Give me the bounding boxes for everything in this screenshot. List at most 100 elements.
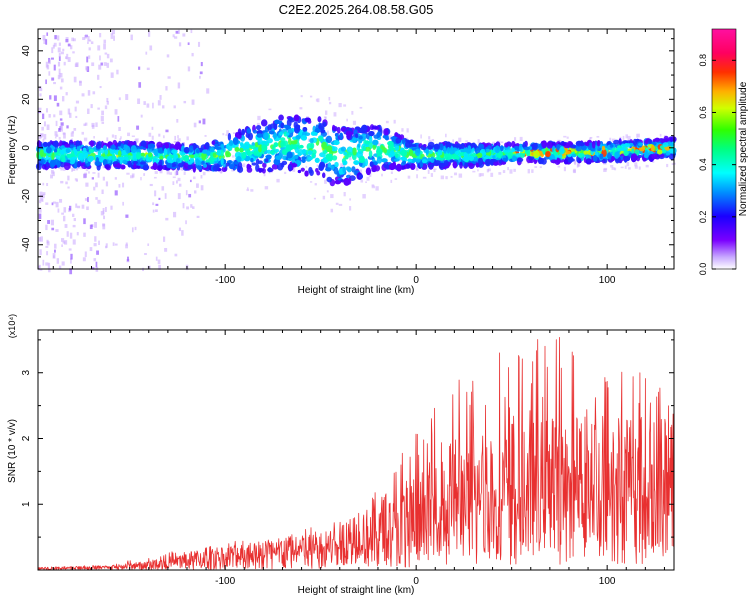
spectrogram-cell <box>56 160 61 168</box>
spectrogram-halo-cell <box>368 164 371 169</box>
spectrogram-cell <box>273 122 278 131</box>
spectrogram-halo-cell <box>165 217 169 221</box>
spectrogram-halo-cell <box>46 182 49 187</box>
spectrogram-cell <box>95 143 102 149</box>
spectrogram-halo-cell <box>158 133 161 137</box>
spectrogram-cell <box>125 145 131 154</box>
spectrogram-cell <box>339 132 344 141</box>
spectrogram-halo-cell <box>111 134 115 138</box>
spectrogram-halo-cell <box>59 110 63 116</box>
spectrogram-halo-cell <box>94 221 97 228</box>
spectrogram-cell <box>276 162 284 171</box>
spectrogram-halo-cell <box>534 166 538 168</box>
spectrogram-halo-cell <box>51 47 54 54</box>
spectrogram-halo-cell <box>92 91 96 95</box>
spectrogram-cell <box>592 154 598 162</box>
spectrogram-cell <box>273 142 279 148</box>
spectrogram-halo-cell <box>88 171 90 174</box>
spectrogram-cell <box>395 163 402 172</box>
spectrogram-halo-cell <box>151 126 154 130</box>
spectrogram-cell <box>333 166 339 175</box>
spectrogram-halo-cell <box>48 59 51 65</box>
spectrogram-halo-cell <box>61 244 63 247</box>
spectrogram-cell <box>314 157 320 163</box>
spectrogram-cell <box>581 145 587 151</box>
spectrogram-halo-cell <box>61 96 65 102</box>
spectrogram-halo-cell <box>106 147 108 151</box>
spectrogram-cell <box>133 163 137 170</box>
spectrogram-cell <box>317 116 322 123</box>
spectrogram-halo-cell <box>54 136 57 139</box>
spectrogram-halo-cell <box>55 134 59 137</box>
spectrogram-cell <box>404 141 411 148</box>
spectrogram-cell <box>73 161 78 169</box>
spectrogram-halo-cell <box>39 195 43 201</box>
colorbar-label: Normalized spectral amplitude <box>738 81 749 216</box>
spectrogram-cell <box>246 128 252 134</box>
spectrogram-halo-cell <box>130 175 134 179</box>
spectrogram-halo-cell <box>57 47 61 53</box>
spectrogram-halo-cell <box>58 68 61 75</box>
spectrogram-halo-cell <box>246 187 249 190</box>
spectrogram-cell <box>215 146 222 150</box>
spectrogram-cell <box>475 162 480 168</box>
spectrogram-cell <box>463 152 469 159</box>
spectrogram-halo-cell <box>359 106 363 109</box>
spectrogram-halo-cell <box>46 251 49 256</box>
spectrogram-cell <box>394 153 399 158</box>
spectrogram-halo-cell <box>166 170 170 175</box>
spectrogram-halo-cell <box>188 193 192 198</box>
spectrogram-halo-cell <box>106 101 109 105</box>
spectrogram-cell <box>295 134 301 140</box>
spectrogram-cell <box>220 144 225 149</box>
spectrogram-halo-cell <box>177 29 180 34</box>
spectrogram-halo-cell <box>58 56 61 61</box>
spectrogram-halo-cell <box>114 109 118 115</box>
spectrogram-cell <box>246 163 251 170</box>
spectrogram-cell <box>252 129 258 134</box>
spectrogram-cell <box>117 142 122 147</box>
spectrogram-halo-cell <box>445 133 447 138</box>
spectrogram-halo-cell <box>143 101 146 105</box>
spectrogram-cell <box>251 162 257 166</box>
spectrogram-cell <box>183 155 189 162</box>
spectrogram-halo-cell <box>97 172 100 178</box>
spectrogram-halo-cell <box>127 256 129 262</box>
spectrogram-cell <box>362 145 366 151</box>
spectrogram-halo-cell <box>375 186 379 191</box>
spectrogram-cell <box>299 144 304 149</box>
spectrogram-cell <box>221 166 227 173</box>
spectrogram-halo-cell <box>431 138 435 142</box>
spectrogram-halo-cell <box>41 126 44 131</box>
spectrogram-halo-cell <box>74 63 78 68</box>
spectrogram-cell <box>183 146 190 154</box>
spectrogram-halo-cell <box>130 34 133 41</box>
spectrogram-cell <box>478 143 485 150</box>
spectrogram-halo-cell <box>67 186 70 189</box>
spectrogram-halo-cell <box>152 209 155 213</box>
spectrogram-cell <box>486 158 491 165</box>
spectrogram-cell <box>227 132 232 141</box>
spectrogram-cell <box>460 142 465 149</box>
spectrogram-cell <box>492 155 496 159</box>
spectrogram-cell <box>563 158 569 165</box>
spectrogram-cell <box>135 152 141 160</box>
spectrogram-cell <box>372 139 379 146</box>
spectrogram-halo-cell <box>45 79 47 85</box>
snr-x-tick-label: 0 <box>413 576 419 587</box>
spectrogram-halo-cell <box>325 110 328 115</box>
spectrogram-halo-cell <box>115 155 118 159</box>
spectrogram-halo-cell <box>603 162 607 165</box>
spectrogram-halo-cell <box>284 171 287 175</box>
spectrogram-halo-cell <box>64 224 68 228</box>
spectrogram-halo-cell <box>59 118 63 121</box>
spectrogram-halo-cell <box>177 135 179 139</box>
spectrogram-halo-cell <box>178 227 182 232</box>
spectrogram-cell <box>383 147 387 154</box>
spectrogram-halo-cell <box>77 166 80 170</box>
spectrogram-halo-cell <box>66 125 69 129</box>
spectrogram-halo-cell <box>88 47 91 51</box>
spectrogram-cell <box>467 162 474 167</box>
spectrogram-cell <box>345 130 353 137</box>
spectrogram-halo-cell <box>54 249 56 253</box>
